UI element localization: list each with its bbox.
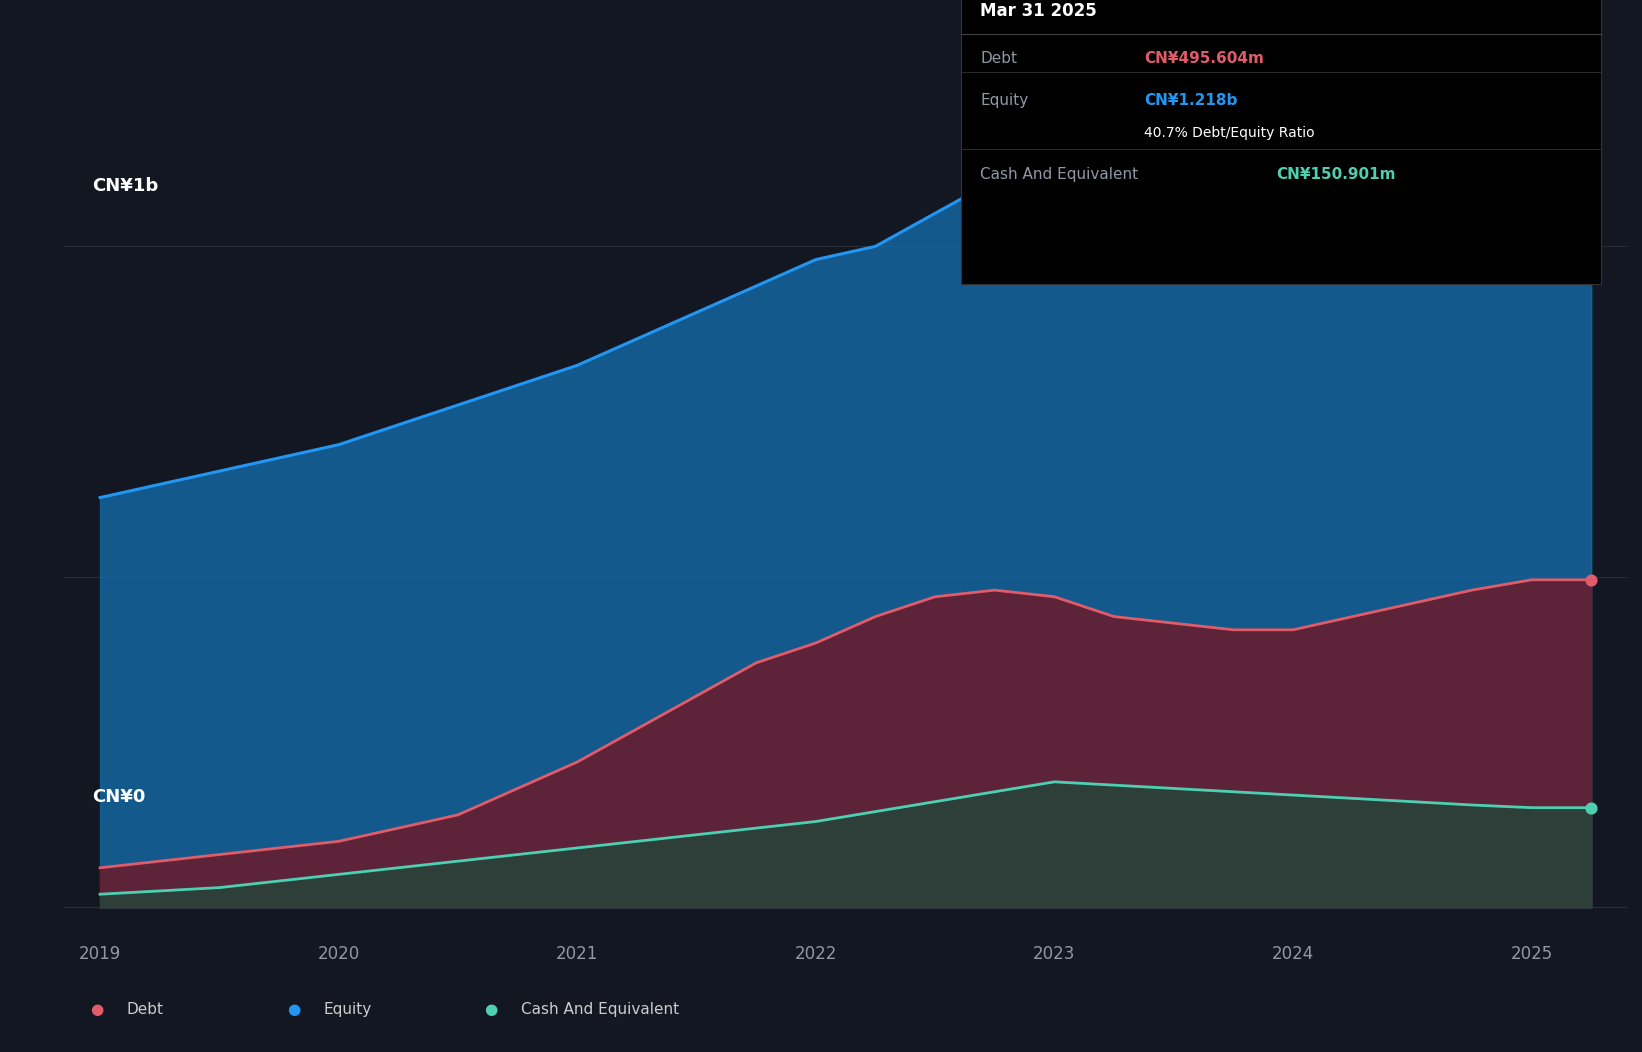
Text: CN¥1b: CN¥1b — [92, 177, 159, 196]
Point — [1578, 571, 1604, 588]
Point — [1578, 94, 1604, 110]
Text: CN¥1.218b: CN¥1.218b — [1144, 94, 1238, 108]
Text: Equity: Equity — [323, 1003, 371, 1017]
Text: ●: ● — [484, 1003, 498, 1017]
Text: Cash And Equivalent: Cash And Equivalent — [980, 167, 1138, 182]
Text: ●: ● — [287, 1003, 300, 1017]
Text: Mar 31 2025: Mar 31 2025 — [980, 2, 1097, 20]
Text: CN¥150.901m: CN¥150.901m — [1276, 167, 1396, 182]
Text: ●: ● — [90, 1003, 103, 1017]
Text: Debt: Debt — [980, 52, 1018, 66]
Text: Debt: Debt — [126, 1003, 164, 1017]
Text: Cash And Equivalent: Cash And Equivalent — [521, 1003, 678, 1017]
Text: Equity: Equity — [980, 94, 1028, 108]
Text: CN¥0: CN¥0 — [92, 788, 146, 806]
Point — [1578, 800, 1604, 816]
Text: 40.7% Debt/Equity Ratio: 40.7% Debt/Equity Ratio — [1144, 126, 1315, 140]
Text: CN¥495.604m: CN¥495.604m — [1144, 52, 1264, 66]
